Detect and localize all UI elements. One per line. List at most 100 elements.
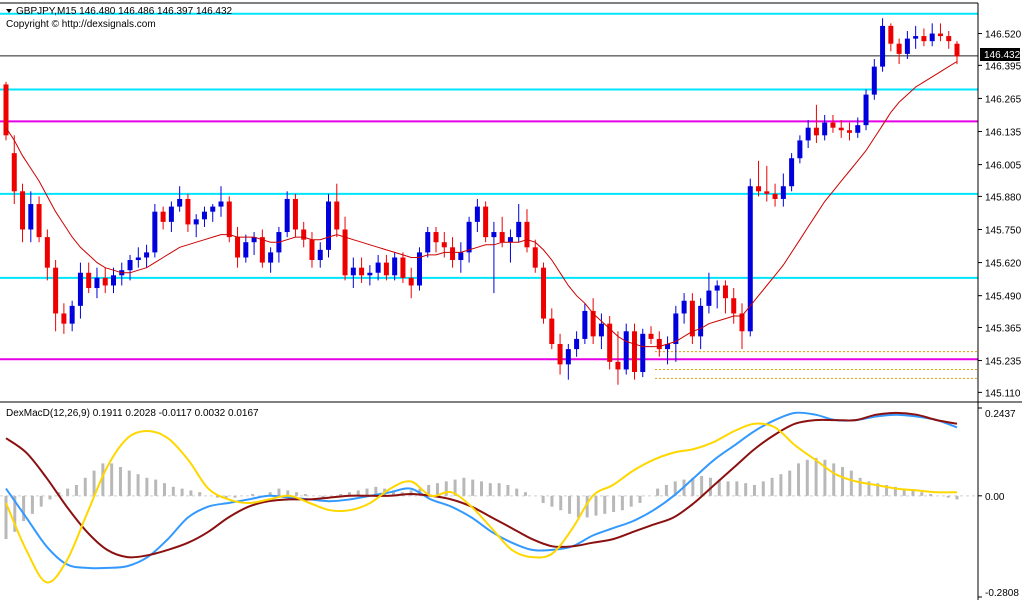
price-tick-label: 145.750	[985, 225, 1022, 236]
candle-body	[77, 272, 83, 306]
candle-body	[954, 43, 960, 57]
price-tick-label: 145.620	[985, 259, 1022, 270]
candle-body	[789, 158, 795, 187]
candle-body	[135, 257, 141, 261]
price-tick-label: 145.880	[985, 192, 1022, 203]
candle-body	[706, 290, 712, 306]
candle-body	[36, 204, 42, 238]
candle-body	[574, 338, 580, 350]
candle-body	[665, 344, 671, 350]
price-tick-label: 146.395	[985, 61, 1022, 72]
candle-body	[383, 262, 389, 276]
macd-tick-label: -0.2808	[985, 588, 1019, 599]
candle-body	[392, 257, 398, 276]
candle-body	[946, 36, 952, 42]
candle-body	[243, 242, 249, 258]
candle-body	[177, 198, 183, 207]
candle-body	[640, 333, 646, 373]
price-tick-label: 146.265	[985, 94, 1022, 105]
candle-body	[623, 331, 629, 370]
candle-body	[590, 310, 596, 337]
candle-body	[739, 313, 745, 332]
candle-body	[888, 25, 894, 44]
candle-body	[764, 191, 770, 194]
moving-average-path	[5, 61, 958, 348]
candle-body	[937, 33, 943, 37]
candle-body	[218, 201, 224, 207]
candle-body	[425, 232, 431, 253]
candle-body	[342, 229, 348, 276]
candle-body	[127, 260, 133, 271]
candle-body	[408, 277, 414, 286]
macd-tick-label: 0.00	[985, 492, 1005, 503]
candle-body	[441, 242, 447, 248]
price-tick-label: 145.235	[985, 357, 1022, 368]
chevron-down-icon[interactable]	[6, 9, 12, 13]
candle-body	[714, 285, 720, 291]
macd-tick-label: 0.2437	[985, 409, 1016, 420]
candle-body	[780, 186, 786, 199]
candle-body	[615, 361, 621, 370]
candle-body	[631, 331, 637, 373]
candle-body	[846, 130, 852, 133]
candle-body	[582, 310, 588, 339]
candle-body	[185, 198, 191, 225]
candle-body	[53, 267, 59, 314]
candle-body	[863, 94, 869, 126]
candle-body	[466, 221, 472, 253]
copyright-text: Copyright © http://dexsignals.com	[6, 19, 156, 30]
candle-body	[880, 25, 886, 67]
candle-body	[210, 206, 216, 212]
candle-body	[822, 122, 828, 136]
moving-average-line	[5, 61, 958, 348]
candle-body	[838, 127, 844, 131]
candle-body	[499, 232, 505, 243]
candlestick-series	[3, 18, 960, 385]
candle-body	[722, 285, 728, 299]
macd-series-line	[5, 422, 958, 584]
candle-body	[474, 206, 480, 222]
candle-body	[350, 267, 356, 276]
candle-body	[226, 201, 232, 238]
candle-body	[268, 252, 274, 263]
candle-body	[61, 313, 67, 324]
candle-body	[871, 66, 877, 95]
candle-body	[598, 323, 604, 337]
macd-series-line	[5, 411, 958, 559]
candle-body	[458, 252, 464, 261]
candle-body	[28, 204, 34, 230]
macd-panel: 0.2437 0.00 -0.2808	[0, 407, 1019, 599]
candle-body	[326, 201, 332, 250]
candle-body	[152, 211, 158, 253]
candle-body	[284, 198, 290, 233]
price-tick-label: 145.490	[985, 292, 1022, 303]
candle-body	[698, 305, 704, 337]
candle-body	[433, 232, 439, 243]
candle-body	[375, 262, 381, 273]
candle-body	[756, 186, 762, 192]
candle-body	[367, 272, 373, 276]
candle-body	[251, 237, 257, 243]
candle-body	[681, 300, 687, 314]
candle-body	[797, 140, 803, 159]
price-tick-label: 146.520	[985, 30, 1022, 41]
price-tick-label: 146.135	[985, 128, 1022, 139]
candle-body	[111, 275, 117, 286]
candle-body	[921, 36, 927, 42]
candle-body	[201, 211, 207, 220]
candle-body	[813, 127, 819, 136]
candle-body	[532, 247, 538, 268]
price-axis: 146.520 146.395 146.265 146.135 146.005 145.8…	[978, 30, 1022, 399]
candle-body	[516, 221, 522, 238]
candle-body	[565, 349, 571, 365]
candle-body	[144, 252, 150, 258]
candle-body	[747, 186, 753, 332]
candle-body	[549, 318, 555, 345]
candle-body	[400, 257, 406, 278]
candle-body	[193, 219, 199, 225]
candle-body	[20, 191, 26, 230]
candle-body	[94, 277, 100, 289]
candle-body	[44, 237, 50, 268]
candle-body	[648, 333, 654, 339]
